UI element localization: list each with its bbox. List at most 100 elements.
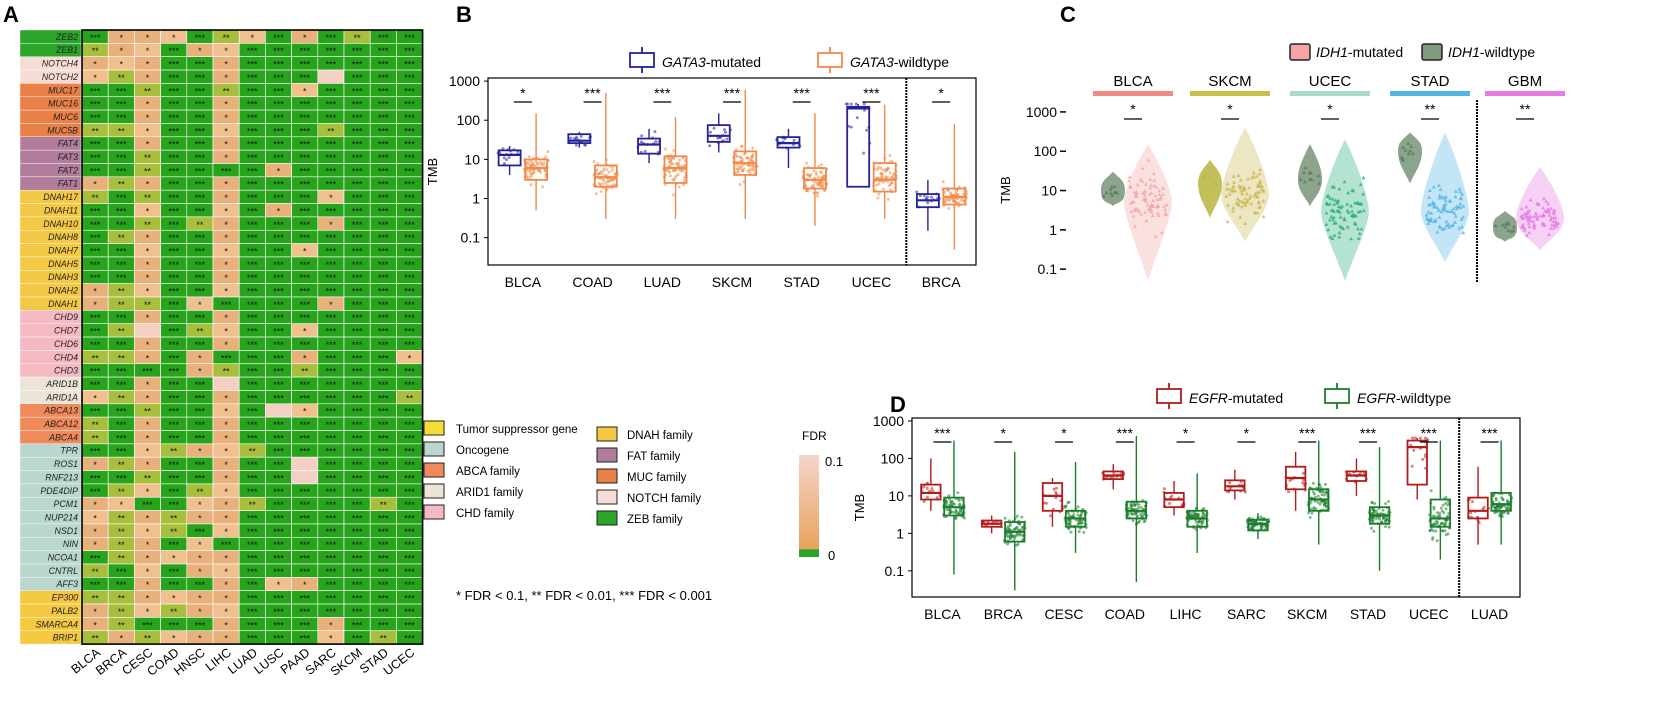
data-point — [1261, 214, 1266, 219]
significance-mark: *** — [273, 60, 284, 70]
panel-b-boxplot: B TMB 1000 100 10 1 0.1 GATA3-mutated GATA3-wil… — [425, 2, 977, 290]
significance-mark: *** — [378, 433, 389, 443]
box — [1406, 439, 1428, 486]
significance-mark: ** — [223, 86, 231, 96]
significance-mark: *** — [90, 206, 101, 216]
significance-mark: *** — [404, 166, 415, 176]
significance-mark: ** — [118, 233, 126, 243]
data-point — [592, 160, 596, 164]
significance-mark: *** — [273, 33, 284, 43]
data-point — [1015, 514, 1019, 518]
gene-label: MUC6 — [53, 112, 78, 122]
significance-mark: * — [146, 126, 150, 136]
significance-mark: ** — [196, 327, 204, 337]
data-point — [1413, 436, 1417, 440]
significance-mark: *** — [273, 380, 284, 390]
data-point — [1453, 220, 1458, 224]
significance-mark: *** — [378, 140, 389, 150]
data-point — [1288, 479, 1292, 483]
data-point — [1346, 190, 1351, 195]
significance-mark: * — [303, 580, 307, 590]
significance-mark: *** — [404, 327, 415, 337]
data-point — [1493, 223, 1498, 228]
significance-mark: *** — [299, 193, 310, 203]
data-point — [501, 147, 505, 151]
box — [846, 105, 871, 188]
data-point — [1316, 494, 1320, 498]
data-point — [1307, 170, 1312, 175]
data-point — [1331, 217, 1336, 222]
data-point — [1431, 219, 1436, 224]
data-point — [1133, 224, 1138, 228]
legend-label: ZEB family — [627, 514, 683, 526]
significance-mark: * — [1130, 101, 1136, 117]
significance-mark: *** — [326, 166, 337, 176]
data-point — [736, 164, 740, 168]
data-point — [1445, 209, 1450, 213]
legend-label: ARID1 family — [456, 487, 523, 499]
significance-mark: * — [277, 580, 281, 590]
significance-mark: ** — [249, 447, 257, 457]
significance-mark: *** — [326, 260, 337, 270]
significance-mark: *** — [326, 140, 337, 150]
data-point — [820, 184, 824, 188]
significance-mark: * — [172, 554, 176, 564]
data-point — [639, 140, 643, 144]
data-point — [1079, 514, 1083, 518]
significance-mark: *** — [404, 607, 415, 617]
data-point — [886, 166, 890, 170]
significance-mark: *** — [195, 380, 206, 390]
significance-mark: *** — [247, 607, 258, 617]
significance-mark: *** — [90, 447, 101, 457]
data-point — [643, 149, 647, 153]
data-point — [854, 102, 858, 106]
significance-mark: *** — [326, 540, 337, 550]
significance-mark: * — [224, 220, 228, 230]
significance-mark: *** — [326, 100, 337, 110]
significance-mark: *** — [195, 166, 206, 176]
data-point — [1156, 213, 1161, 218]
category-strip — [1290, 91, 1370, 96]
data-point — [1333, 220, 1338, 225]
significance-mark: *** — [326, 206, 337, 216]
data-point — [1435, 520, 1439, 524]
data-point — [745, 156, 749, 160]
significance-mark: *** — [378, 447, 389, 457]
gene-label: DNAH11 — [44, 205, 78, 215]
data-point — [1520, 216, 1525, 221]
data-point — [1157, 192, 1162, 196]
x-tick-label: SKCM — [712, 274, 752, 290]
significance-mark: * — [224, 287, 228, 297]
significance-mark: *** — [326, 487, 337, 497]
significance-mark: * — [224, 193, 228, 203]
data-point — [541, 163, 545, 167]
gene-label: PALB2 — [51, 606, 78, 616]
data-point — [602, 169, 606, 173]
significance-mark: *** — [404, 433, 415, 443]
data-point — [1361, 192, 1366, 196]
data-point — [712, 126, 716, 130]
significance-mark: * — [146, 46, 150, 56]
significance-mark: * — [224, 620, 228, 630]
significance-mark: *** — [116, 580, 127, 590]
significance-mark: *** — [168, 620, 179, 630]
data-point — [849, 125, 853, 129]
y-tick-label: 0.1 — [885, 563, 905, 579]
significance-mark: *** — [273, 113, 284, 123]
gene-label: DNAH3 — [48, 272, 78, 282]
data-point — [738, 155, 742, 159]
data-point — [542, 161, 546, 165]
significance-mark: *** — [247, 193, 258, 203]
significance-mark: *** — [299, 287, 310, 297]
data-point — [1309, 177, 1314, 181]
data-point — [1077, 530, 1081, 534]
data-point — [1203, 174, 1208, 179]
y-tick-label: 100 — [457, 112, 481, 128]
data-point — [1443, 198, 1448, 202]
significance-mark: *** — [326, 460, 337, 470]
data-point — [1431, 514, 1435, 518]
significance-mark: *** — [1117, 425, 1134, 441]
data-point — [671, 162, 675, 166]
significance-mark: *** — [378, 113, 389, 123]
significance-mark: * — [224, 473, 228, 483]
